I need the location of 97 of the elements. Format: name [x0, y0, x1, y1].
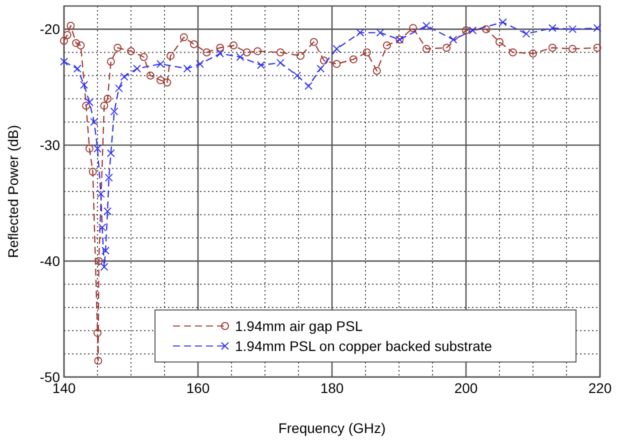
point: [593, 44, 602, 52]
point: [60, 36, 68, 45]
point: [156, 60, 164, 68]
point: [376, 28, 384, 37]
point: [296, 52, 305, 60]
point: [94, 144, 102, 153]
point: [166, 52, 175, 60]
point: [85, 98, 94, 106]
point: [462, 26, 470, 34]
point: [316, 64, 325, 73]
point: [382, 41, 391, 50]
y-axis-title: Reflected Power (dB): [5, 124, 21, 258]
point: [372, 66, 381, 75]
point: [88, 168, 97, 176]
point: [114, 84, 123, 92]
point: [593, 24, 602, 32]
point: [94, 356, 102, 365]
point: [163, 78, 172, 87]
y-tick-label: -20: [40, 21, 60, 38]
point: [104, 174, 113, 182]
point: [304, 82, 313, 90]
point: [349, 55, 358, 64]
point: [110, 108, 118, 116]
point: [66, 22, 75, 30]
point: [332, 60, 341, 68]
point: [104, 94, 112, 103]
x-tick-label: 180: [320, 380, 344, 396]
point: [422, 44, 430, 53]
point: [276, 48, 284, 56]
point: [320, 56, 328, 64]
point: [529, 50, 537, 58]
point: [409, 24, 418, 32]
point: [82, 102, 90, 110]
point: [236, 53, 244, 62]
point: [496, 38, 504, 46]
point: [106, 58, 115, 66]
point: [104, 207, 112, 216]
point: [422, 22, 430, 30]
x-tick-label: 200: [454, 380, 478, 396]
point: [202, 48, 211, 56]
point: [100, 262, 108, 271]
point: [230, 41, 238, 50]
point: [190, 40, 198, 48]
point: [498, 18, 507, 26]
point: [293, 72, 302, 80]
point: [85, 144, 94, 153]
point: [72, 39, 80, 48]
x-tick-label: 160: [186, 380, 210, 396]
point: [76, 41, 85, 50]
point: [276, 58, 284, 67]
point: [96, 190, 105, 198]
point: [98, 223, 106, 232]
y-tick-label: -30: [40, 137, 60, 154]
x-axis-title: Frequency (GHz): [278, 420, 386, 436]
point: [254, 47, 262, 56]
point: [80, 80, 88, 89]
point: [94, 328, 102, 337]
point: [133, 64, 142, 73]
point: [60, 58, 68, 66]
point: [127, 47, 135, 56]
legend-label: 1.94mm air gap PSL: [235, 318, 363, 334]
point: [310, 38, 318, 46]
point: [114, 44, 122, 52]
point: [468, 26, 477, 34]
point: [102, 246, 110, 255]
point: [106, 149, 115, 158]
point: [356, 28, 364, 37]
point: [90, 118, 98, 126]
point: [216, 44, 224, 52]
legend-label: 1.94mm PSL on copper backed substrate: [235, 338, 492, 354]
x-tick-label: 220: [588, 380, 612, 396]
point: [568, 25, 577, 34]
point: [449, 36, 458, 44]
point: [256, 61, 265, 70]
point: [548, 44, 556, 52]
point: [73, 64, 82, 73]
point: [94, 257, 103, 266]
point: [362, 48, 371, 56]
point: [156, 76, 164, 84]
point: [100, 102, 108, 110]
point: [548, 24, 556, 32]
point: [332, 44, 341, 53]
point: [140, 53, 148, 62]
point: [522, 30, 530, 38]
point: [63, 30, 72, 39]
point: [196, 60, 204, 68]
point: [180, 33, 188, 42]
y-tick-label: -40: [40, 253, 60, 270]
point: [508, 48, 517, 56]
point: [183, 64, 192, 73]
point: [216, 50, 224, 58]
point: [568, 44, 577, 53]
point: [242, 48, 251, 56]
point: [442, 44, 451, 52]
point: [482, 25, 490, 34]
point: [146, 72, 154, 80]
point: [120, 72, 128, 81]
